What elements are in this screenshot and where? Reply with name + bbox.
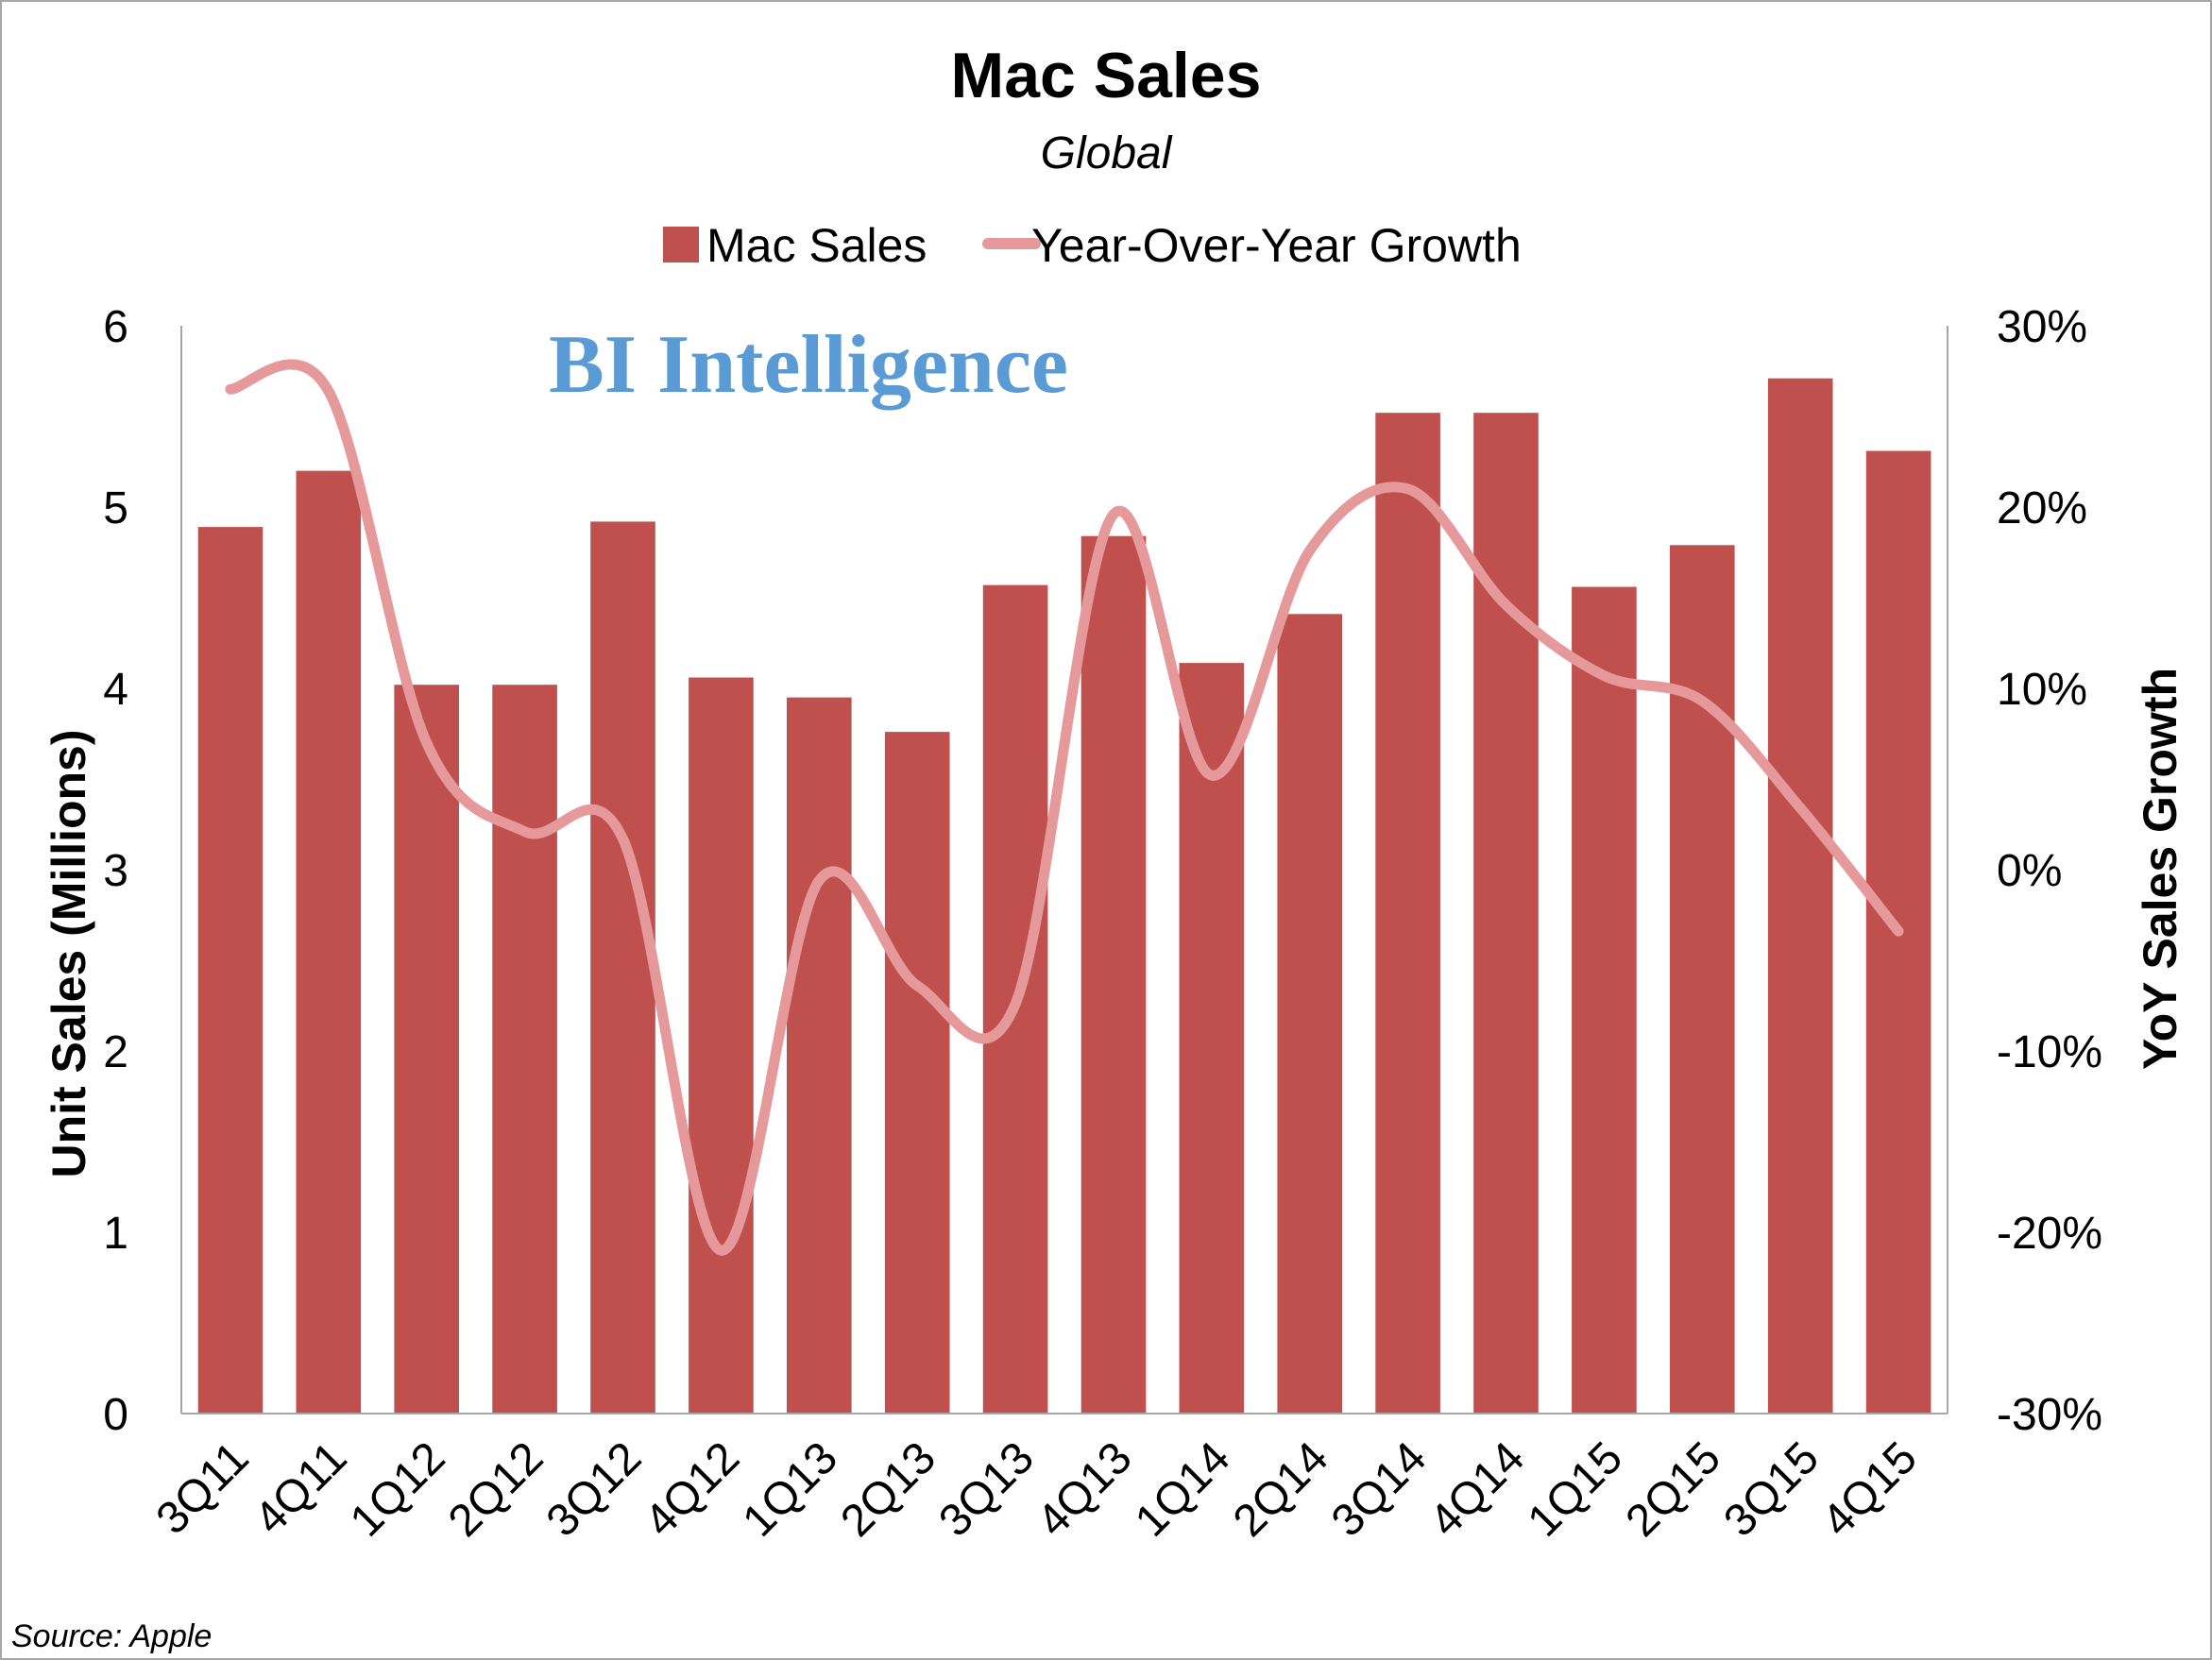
line-point-1Q13 bbox=[818, 880, 820, 881]
watermark-text: BI Intelligence bbox=[549, 319, 1068, 411]
bar-1Q15 bbox=[1572, 586, 1637, 1414]
y2-tick-label: -30% bbox=[1997, 1390, 2102, 1440]
bar-3Q15 bbox=[1767, 378, 1833, 1414]
bar-4Q14 bbox=[1473, 413, 1539, 1414]
legend-label-yoy-growth: Year-Over-Year Growth bbox=[1031, 219, 1522, 272]
y2-tick-label: 30% bbox=[1997, 302, 2087, 352]
y-tick-label: 0 bbox=[103, 1390, 128, 1440]
y2-tick-label: 10% bbox=[1997, 665, 2087, 715]
bar-2Q14 bbox=[1277, 614, 1342, 1414]
axes bbox=[180, 326, 1948, 1414]
bar-1Q12 bbox=[394, 685, 459, 1414]
y-axis-title: Unit Sales (Millions) bbox=[43, 729, 95, 1177]
y-tick-label: 2 bbox=[103, 1027, 128, 1077]
y-tick-label: 1 bbox=[103, 1209, 128, 1259]
y2-tick-label: -20% bbox=[1997, 1209, 2102, 1259]
line-point-4Q15 bbox=[1897, 930, 1899, 932]
bar-2Q12 bbox=[492, 685, 557, 1414]
legend-swatch-mac-sales bbox=[663, 227, 699, 263]
bar-2Q15 bbox=[1670, 545, 1735, 1414]
y2-tick-label: 20% bbox=[1997, 483, 2087, 534]
y-tick-label: 5 bbox=[103, 483, 128, 534]
bar-2Q13 bbox=[884, 732, 950, 1414]
bar-4Q13 bbox=[1080, 535, 1147, 1414]
line-point-1Q12 bbox=[426, 742, 428, 744]
bar-4Q11 bbox=[296, 470, 362, 1414]
legend-label-mac-sales: Mac Sales bbox=[706, 219, 927, 272]
line-point-1Q15 bbox=[1603, 675, 1605, 677]
line-point-2Q12 bbox=[524, 831, 526, 833]
line-point-4Q13 bbox=[1113, 514, 1115, 516]
y2-axis-title: YoY Sales Growth bbox=[2134, 668, 2186, 1070]
y-tick-label: 3 bbox=[103, 846, 128, 896]
line-point-3Q15 bbox=[1799, 807, 1801, 809]
bar-3Q12 bbox=[590, 521, 655, 1414]
line-point-4Q11 bbox=[328, 390, 330, 392]
y2-tick-label: -10% bbox=[1997, 1027, 2102, 1077]
line-point-2Q13 bbox=[916, 985, 918, 987]
legend: Mac Sales Year-Over-Year Growth bbox=[663, 219, 1522, 272]
bar-3Q14 bbox=[1375, 413, 1440, 1414]
chart-subtitle: Global bbox=[1041, 128, 1173, 178]
y-tick-label: 6 bbox=[103, 302, 128, 352]
bar-1Q14 bbox=[1179, 663, 1245, 1414]
bar-1Q13 bbox=[787, 697, 852, 1414]
line-point-2Q15 bbox=[1701, 700, 1703, 702]
line-point-3Q12 bbox=[622, 838, 623, 839]
bar-3Q11 bbox=[197, 527, 264, 1414]
line-point-1Q14 bbox=[1211, 774, 1213, 776]
source-note: Source: Apple bbox=[11, 1618, 212, 1654]
bar-4Q12 bbox=[689, 677, 754, 1414]
watermark: BI Intelligence bbox=[549, 319, 1068, 411]
line-point-3Q14 bbox=[1407, 488, 1409, 490]
line-series bbox=[225, 359, 1904, 1256]
y-tick-label: 4 bbox=[103, 665, 128, 715]
y2-tick-label: 0% bbox=[1997, 846, 2062, 896]
line-point-3Q13 bbox=[1014, 1003, 1016, 1005]
chart-title: Mac Sales bbox=[951, 40, 1262, 111]
line-point-4Q12 bbox=[720, 1249, 722, 1251]
